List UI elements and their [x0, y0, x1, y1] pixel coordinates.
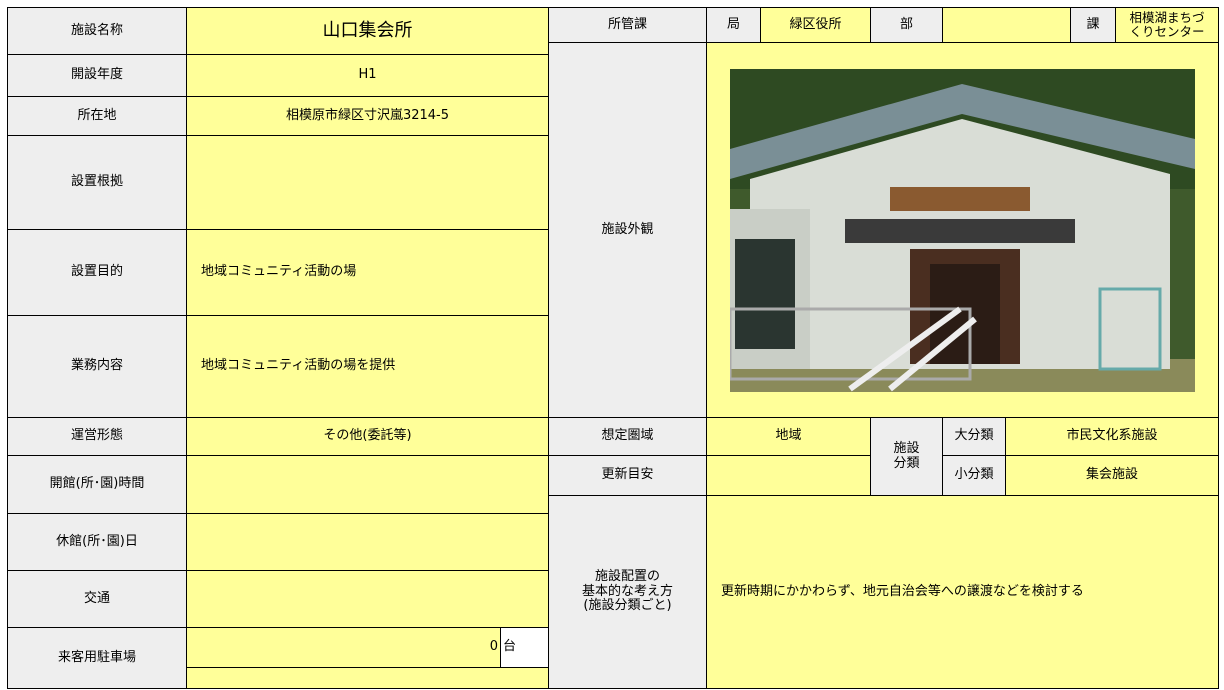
- value-cell: 相模原市緑区寸沢嵐3214-5: [186, 96, 549, 136]
- value-cell: 緑区役所: [760, 7, 871, 43]
- value-cell: [942, 7, 1071, 43]
- label-cell: 施設配置の 基本的な考え方 (施設分類ごと): [548, 495, 707, 689]
- value-cell: 地域コミュニティ活動の場を提供: [186, 315, 549, 418]
- value-cell: 山口集会所: [186, 7, 549, 55]
- label-cell: 運営形態: [7, 417, 187, 456]
- value-cell: H1: [186, 54, 549, 97]
- label-cell: 交通: [7, 570, 187, 628]
- label-cell: 小分類: [942, 455, 1006, 496]
- text-line: くりセンター: [1129, 24, 1205, 39]
- value-cell: 集会施設: [1005, 455, 1219, 496]
- value-cell: 市民文化系施設: [1005, 417, 1219, 456]
- text-line: 相模湖まちづ: [1129, 9, 1205, 25]
- text-line: (施設分類ごと): [583, 598, 672, 614]
- value-cell: [706, 455, 871, 496]
- value-cell: [186, 667, 549, 689]
- label-cell: 開設年度: [7, 54, 187, 97]
- label-cell: 設置目的: [7, 229, 187, 316]
- label-cell: 課: [1070, 7, 1116, 43]
- label-cell: 来客用駐車場: [7, 627, 187, 689]
- value-cell: 地域: [706, 417, 871, 456]
- label-cell: 施設外観: [548, 42, 707, 418]
- facility-photo: [730, 68, 1195, 392]
- label-cell: 施設名称: [7, 7, 187, 55]
- text-line: 基本的な考え方: [581, 583, 673, 599]
- value-cell: 地域コミュニティ活動の場: [186, 229, 549, 316]
- text-line: 施設: [893, 440, 920, 456]
- label-cell: 大分類: [942, 417, 1006, 456]
- text-line: 分類: [893, 455, 920, 471]
- label-cell: 業務内容: [7, 315, 187, 418]
- label-cell: 想定圏域: [548, 417, 707, 456]
- label-cell: 所管課: [548, 7, 707, 43]
- value-cell: その他(委託等): [186, 417, 549, 456]
- label-cell: 所在地: [7, 96, 187, 136]
- value-cell: [186, 513, 549, 571]
- photo-cell: [706, 42, 1219, 418]
- parking-unit: 台: [500, 627, 549, 668]
- label-cell: 休館(所･園)日: [7, 513, 187, 571]
- label-cell: 開館(所･園)時間: [7, 455, 187, 514]
- parking-count: 0: [186, 627, 501, 668]
- value-cell: 更新時期にかかわらず、地元自治会等への譲渡などを検討する: [706, 495, 1219, 689]
- value-cell: [186, 135, 549, 230]
- value-cell: [186, 455, 549, 514]
- label-cell: 部: [870, 7, 943, 43]
- label-cell: 局: [706, 7, 761, 43]
- value-cell: 相模湖まちづ くりセンター: [1115, 7, 1219, 43]
- text-line: 施設配置の: [594, 568, 660, 584]
- label-cell: 設置根拠: [7, 135, 187, 230]
- value-cell: [186, 570, 549, 628]
- label-cell: 更新目安: [548, 455, 707, 496]
- label-cell: 施設 分類: [870, 417, 943, 496]
